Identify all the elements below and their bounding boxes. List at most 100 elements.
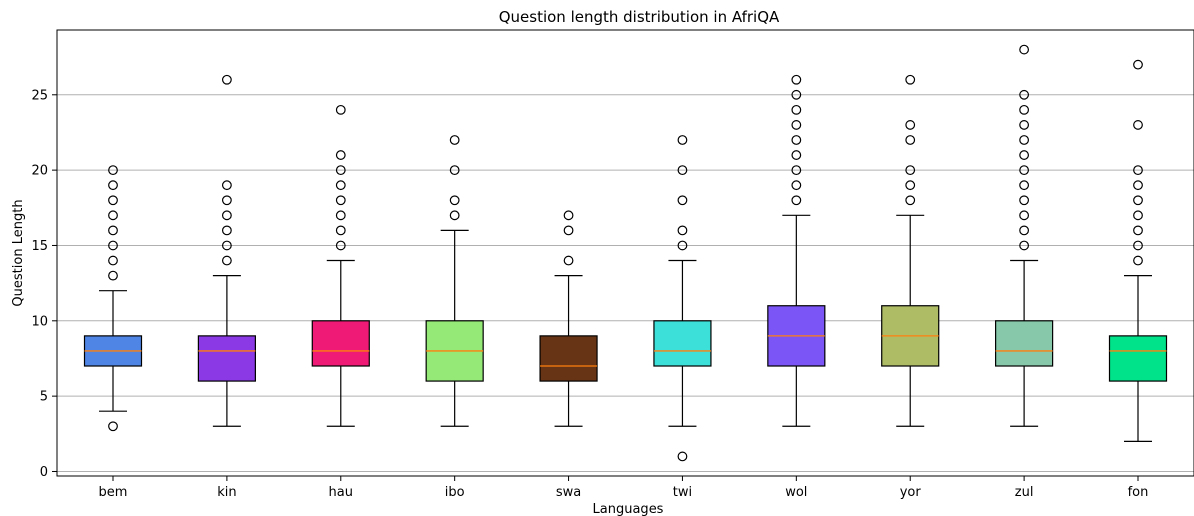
outlier-point bbox=[108, 270, 118, 281]
outlier-point bbox=[108, 240, 118, 251]
chart-title: Question length distribution in AfriQA bbox=[499, 8, 780, 26]
x-tick-label: yor bbox=[900, 485, 922, 500]
x-tick-label: twi bbox=[673, 485, 692, 500]
outlier-point bbox=[335, 150, 346, 160]
boxes-layer bbox=[83, 44, 1168, 462]
outlier-point bbox=[1133, 210, 1143, 221]
outlier-point bbox=[1019, 44, 1030, 55]
outlier-point bbox=[1133, 59, 1143, 70]
outlier-point bbox=[905, 165, 916, 176]
box-kin bbox=[197, 74, 256, 427]
iqr-box bbox=[995, 320, 1054, 367]
y-tick-label: 20 bbox=[31, 164, 48, 179]
outlier-point bbox=[1019, 210, 1030, 221]
outlier-point bbox=[1019, 150, 1030, 160]
outlier-point bbox=[905, 135, 916, 145]
box-hau bbox=[311, 104, 370, 427]
outlier-point bbox=[791, 74, 802, 85]
x-tick-label: fon bbox=[1128, 485, 1149, 500]
outlier-point bbox=[1019, 135, 1030, 145]
box-yor bbox=[881, 74, 940, 427]
outlier-point bbox=[221, 210, 232, 221]
gridlines bbox=[57, 94, 1194, 472]
outlier-point bbox=[791, 120, 802, 130]
outlier-point bbox=[108, 210, 118, 221]
outlier-point bbox=[1019, 240, 1030, 251]
outlier-point bbox=[791, 165, 802, 176]
y-axis-label: Question Length bbox=[11, 199, 26, 306]
outlier-point bbox=[449, 210, 460, 221]
outlier-point bbox=[335, 104, 346, 115]
plot-frame bbox=[56, 29, 1194, 477]
iqr-box bbox=[197, 335, 256, 382]
outlier-point bbox=[449, 165, 460, 176]
outlier-point bbox=[791, 195, 802, 206]
outlier-point bbox=[791, 150, 802, 160]
outlier-point bbox=[905, 180, 916, 191]
outlier-point bbox=[1019, 89, 1030, 100]
outlier-point bbox=[335, 195, 346, 206]
outlier-point bbox=[1133, 195, 1143, 206]
outlier-point bbox=[108, 165, 118, 176]
outlier-point bbox=[677, 225, 688, 236]
outlier-point bbox=[335, 225, 346, 236]
outlier-point bbox=[563, 210, 574, 221]
outlier-point bbox=[791, 180, 802, 191]
iqr-box bbox=[311, 320, 370, 367]
box-ibo bbox=[425, 135, 484, 427]
box-fon bbox=[1108, 59, 1168, 442]
x-tick-label: ibo bbox=[445, 485, 465, 500]
outlier-point bbox=[1133, 240, 1143, 251]
outlier-point bbox=[108, 255, 118, 266]
outlier-point bbox=[221, 74, 232, 85]
y-tick-label: 25 bbox=[31, 88, 48, 103]
outlier-point bbox=[1019, 104, 1030, 115]
ticks-layer: 0 5 10 15 20 25 bem kin hau ibo swa twi wol yor zul fon bbox=[31, 88, 1148, 500]
outlier-point bbox=[677, 451, 688, 462]
outlier-point bbox=[1133, 180, 1143, 191]
outlier-point bbox=[1133, 255, 1143, 266]
outlier-point bbox=[677, 165, 688, 176]
x-tick-label: hau bbox=[329, 485, 353, 500]
x-axis-label: Languages bbox=[593, 502, 664, 516]
outlier-point bbox=[791, 89, 802, 100]
outlier-point bbox=[1019, 120, 1030, 130]
y-tick-label: 5 bbox=[40, 390, 48, 405]
outlier-point bbox=[108, 225, 118, 236]
axes bbox=[56, 29, 1194, 477]
outlier-point bbox=[1133, 120, 1143, 130]
outlier-point bbox=[1133, 225, 1143, 236]
box-wol bbox=[767, 74, 826, 427]
outlier-point bbox=[791, 135, 802, 145]
outlier-point bbox=[108, 421, 118, 432]
outlier-point bbox=[905, 195, 916, 206]
outlier-point bbox=[905, 120, 916, 130]
outlier-point bbox=[335, 210, 346, 221]
outlier-point bbox=[108, 180, 118, 191]
outlier-point bbox=[221, 195, 232, 206]
box-swa bbox=[539, 210, 598, 427]
x-tick-label: zul bbox=[1015, 485, 1034, 500]
outlier-point bbox=[677, 135, 688, 145]
outlier-point bbox=[905, 74, 916, 85]
outlier-point bbox=[221, 225, 232, 236]
y-tick-label: 10 bbox=[31, 314, 48, 329]
x-tick-label: wol bbox=[785, 485, 807, 500]
outlier-point bbox=[335, 165, 346, 176]
outlier-point bbox=[677, 240, 688, 251]
outlier-point bbox=[221, 255, 232, 266]
outlier-point bbox=[1019, 195, 1030, 206]
y-tick-label: 15 bbox=[31, 239, 48, 254]
y-tick-label: 0 bbox=[40, 465, 48, 480]
outlier-point bbox=[221, 240, 232, 251]
outlier-point bbox=[108, 195, 118, 206]
x-tick-label: kin bbox=[217, 485, 236, 500]
iqr-box bbox=[1108, 335, 1168, 382]
outlier-point bbox=[1019, 165, 1030, 176]
outlier-point bbox=[677, 195, 688, 206]
outlier-point bbox=[563, 225, 574, 236]
outlier-point bbox=[221, 180, 232, 191]
outlier-point bbox=[335, 180, 346, 191]
